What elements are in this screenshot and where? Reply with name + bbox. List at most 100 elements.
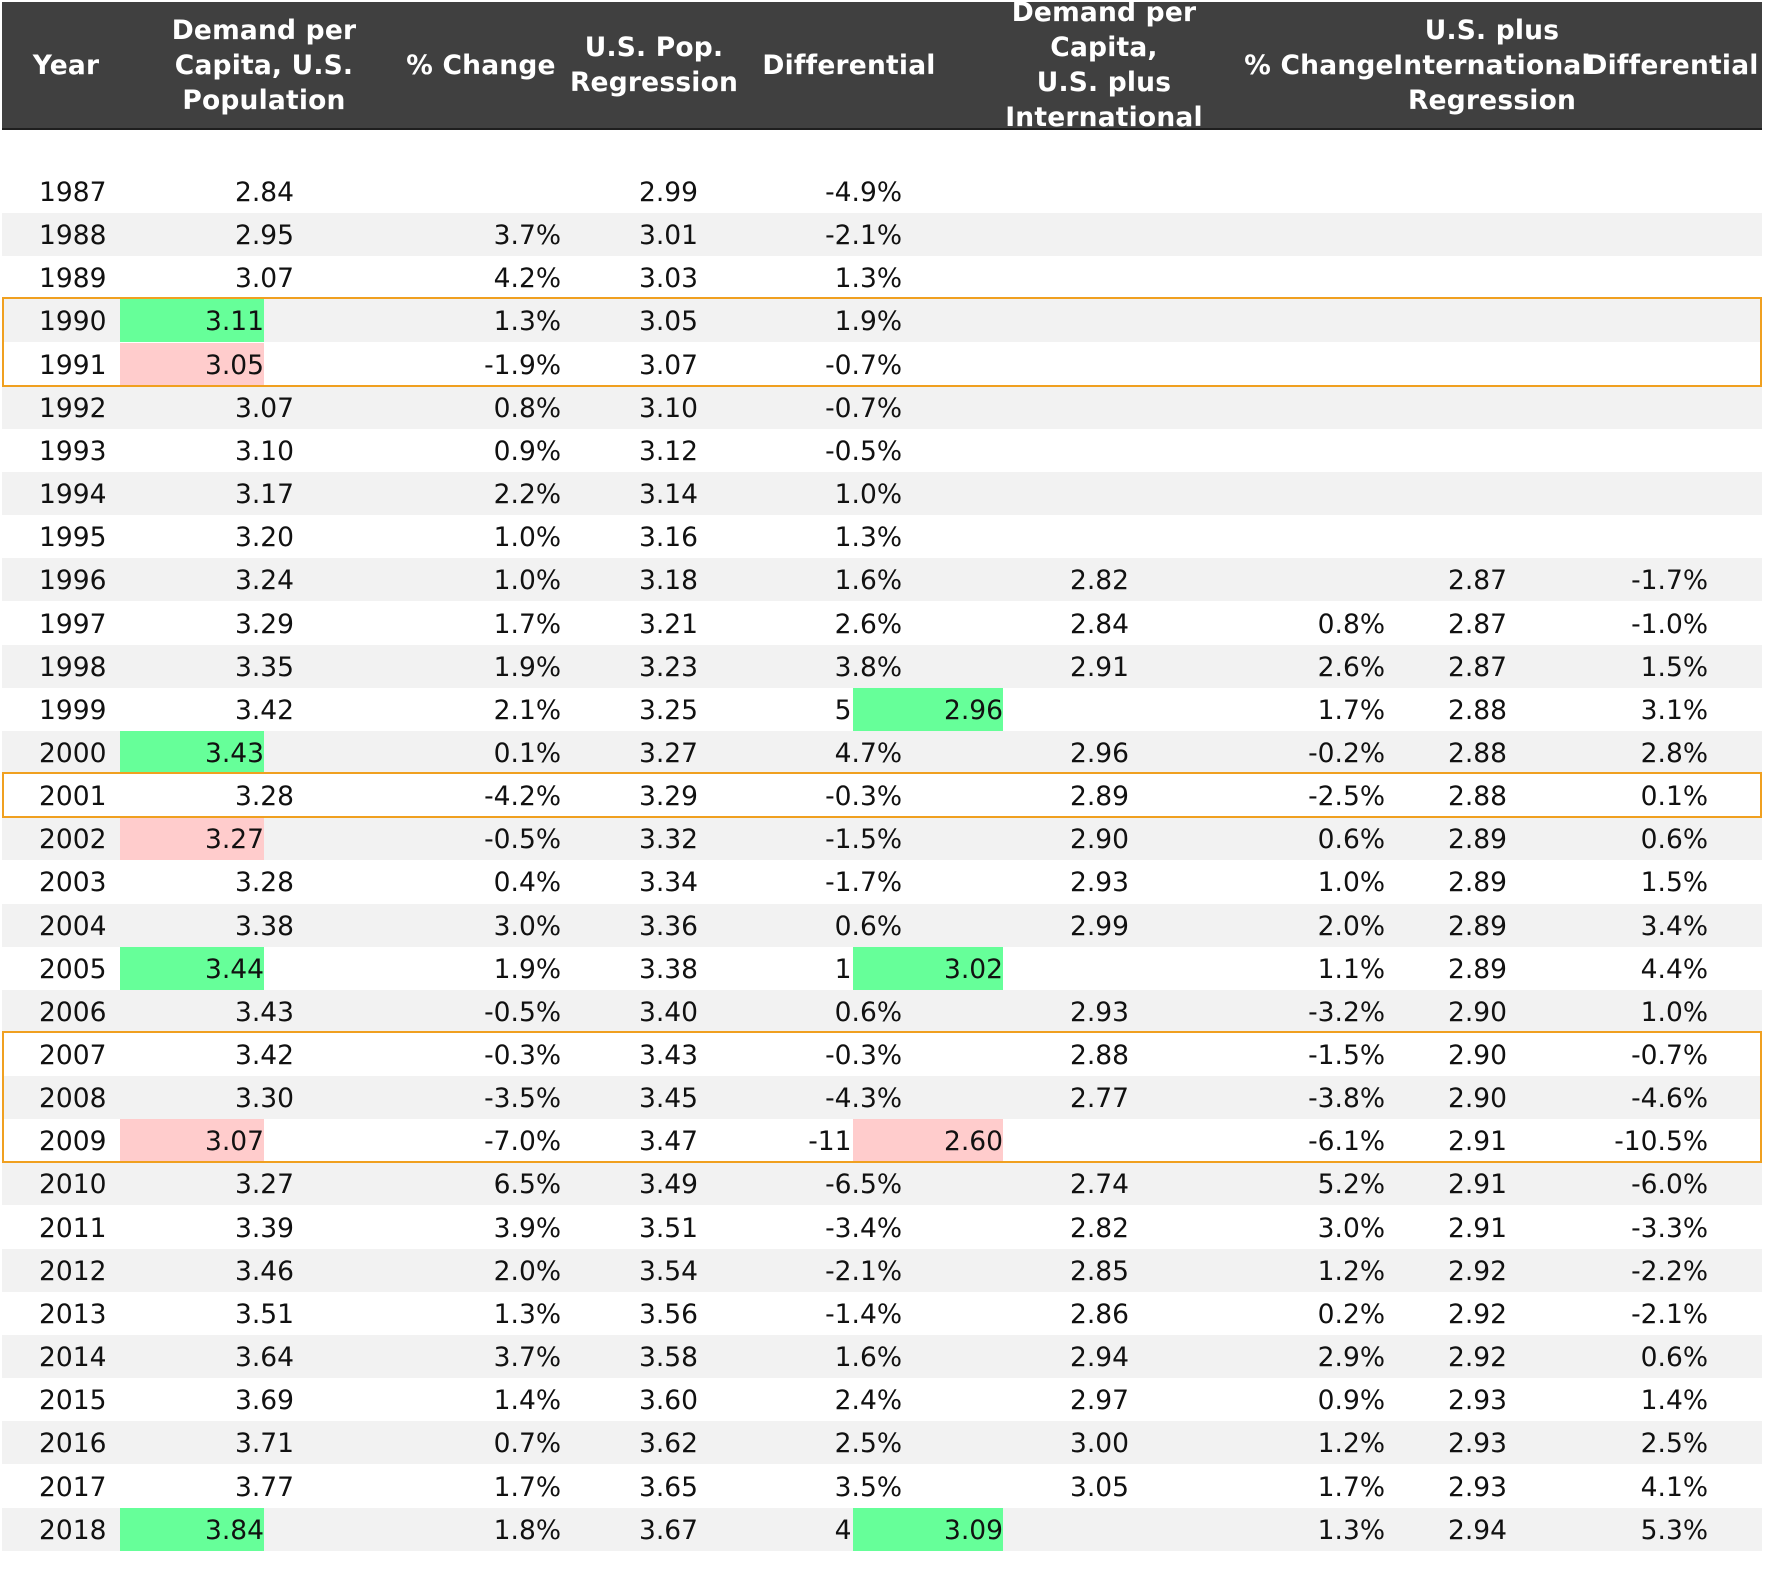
value-cell: 2.96 [853,687,1003,731]
value-cell: 3.18 [638,565,698,597]
value-cell: 0.8% [1317,608,1385,640]
value-cell: -6.1% [1308,1126,1385,1158]
value-cell [960,386,1129,429]
value-cell [960,515,1129,558]
year-cell: 2014 [39,1342,107,1374]
value-cell [960,343,1129,386]
value-cell: 3.27 [638,737,698,769]
value-cell: 3.05 [638,306,698,338]
value-cell: 2.93 [1069,996,1129,1028]
value-cell: 3.12 [638,435,698,467]
value-cell: 3.29 [234,608,294,640]
value-cell: 2.90 [1447,996,1507,1028]
value-cell: 1.7% [493,608,561,640]
column-header: % Change [1244,49,1394,81]
year-cell: 2016 [39,1428,107,1460]
value-cell: 3.8% [834,651,902,683]
year-cell: 2004 [39,910,107,942]
value-cell: 3.58 [638,1342,698,1374]
year-cell: 1993 [39,435,107,467]
year-cell: 2008 [39,1083,107,1115]
value-cell: -0.3% [825,781,902,813]
value-cell: 5.3% [1640,1514,1708,1546]
value-cell: 3.51 [234,1298,294,1330]
value-cell: 0.9% [1317,1385,1385,1417]
value-cell [1387,170,1507,213]
value-cell: 3.43 [234,996,294,1028]
value-cell: 2.91 [1069,651,1129,683]
value-cell: -0.5% [825,435,902,467]
value-cell: 2.93 [1069,867,1129,899]
value-cell: 2.92 [1447,1255,1507,1287]
year-cell: 2018 [39,1514,107,1546]
value-cell: 0.8% [493,392,561,424]
value-cell: 1.9% [834,306,902,338]
value-cell: 2.85 [1069,1255,1129,1287]
value-cell: 3.21 [638,608,698,640]
value-cell [1387,299,1507,342]
value-cell: 2.77 [1069,1083,1129,1115]
value-cell: 2.8% [1640,737,1708,769]
column-header: Differential [762,49,936,81]
value-cell [1202,343,1385,386]
value-cell: -0.7% [1631,1040,1708,1071]
year-cell: 2005 [39,953,107,985]
table-row: 20093.07-7.0%3.47-11.6%2.60-6.1%2.91-10.… [2,1119,1762,1163]
value-cell: 3.03 [638,263,698,295]
year-cell: 2012 [39,1255,107,1287]
value-cell [1562,213,1708,256]
table-row: 1997 3.29 1.7% 3.21 2.6% 2.84 0.8% 2.87 -1.0% [2,601,1762,645]
value-cell: 0.9% [493,435,561,467]
table-row: 2004 3.38 3.0% 3.36 0.6% 2.99 2.0% 2.89 3.4% [2,903,1762,947]
value-cell: 3.43 [120,730,264,774]
year-cell: 2000 [39,737,107,769]
value-cell: 3.23 [638,651,698,683]
value-cell: 2.74 [1069,1169,1129,1201]
value-cell: 1.0% [493,565,561,597]
value-cell: 1.7% [493,1471,561,1503]
value-cell: 3.07 [120,1119,264,1163]
value-cell: -4.2% [484,781,561,813]
value-cell: 3.38 [234,910,294,942]
value-cell [1202,170,1385,213]
value-cell: -1.0% [1631,608,1708,640]
value-cell: 1.0% [1640,996,1708,1028]
value-cell: 3.09 [853,1507,1003,1551]
value-cell: 2.88 [1069,1040,1129,1071]
value-cell: 3.42 [234,694,294,726]
year-cell: 2011 [39,1212,107,1244]
value-cell: 0.6% [1640,824,1708,856]
value-cell: 3.02 [853,946,1003,990]
value-cell [1562,515,1708,558]
value-cell [1387,429,1507,472]
value-cell [1202,386,1385,429]
value-cell: 3.24 [234,565,294,597]
table-row: 1993 3.10 0.9% 3.12 -0.5% [2,428,1762,472]
value-cell: 3.60 [638,1385,698,1417]
value-cell: 1.5% [1640,651,1708,683]
table-row: 2010 3.27 6.5% 3.49 -6.5% 2.74 5.2% 2.91 -6.0% [2,1162,1762,1206]
value-cell [394,170,561,213]
value-cell: 2.88 [1447,694,1507,726]
value-cell: -3.2% [1308,996,1385,1028]
value-cell: 2.89 [1447,824,1507,856]
value-cell: -2.5% [1308,781,1385,813]
value-cell [960,213,1129,256]
value-cell: 2.0% [1317,910,1385,942]
value-cell: 2.93 [1447,1385,1507,1417]
value-cell [1562,429,1708,472]
value-cell: 1.4% [493,1385,561,1417]
value-cell: 2.82 [1069,1212,1129,1244]
year-cell: 2009 [39,1126,107,1158]
value-cell: 3.39 [234,1212,294,1244]
value-cell: 1.8% [493,1514,561,1546]
value-cell: 2.93 [1447,1428,1507,1460]
value-cell: 2.89 [1069,781,1129,813]
value-cell: 3.43 [638,1040,698,1071]
value-cell: -6.0% [1631,1169,1708,1201]
value-cell: -0.5% [484,996,561,1028]
value-cell: 3.00 [1069,1428,1129,1460]
value-cell: 1.3% [834,522,902,554]
